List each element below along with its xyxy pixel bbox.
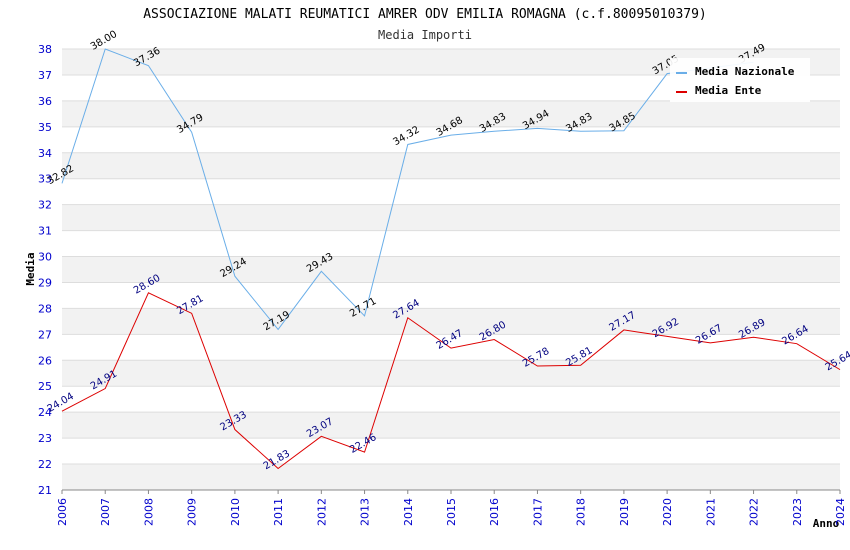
- chart-subtitle: Media Importi: [378, 28, 472, 42]
- x-axis-ticks: 2006 2007 2008 2009 2010 2011 2012 2013 2014 2015…: [56, 489, 847, 526]
- y-tick-label: 35: [38, 121, 52, 134]
- x-tick-label: 2017: [531, 498, 544, 526]
- grid-band: [62, 256, 840, 283]
- legend-label: Media Nazionale: [695, 65, 795, 78]
- grid-band: [62, 386, 840, 413]
- x-axis-title: Anno: [813, 517, 840, 530]
- series-line-media-ente: [61, 292, 841, 470]
- x-tick-label: 2021: [704, 498, 717, 526]
- x-tick-label: 2016: [488, 498, 501, 526]
- grid-band: [62, 100, 840, 127]
- y-tick-label: 28: [38, 302, 52, 315]
- y-axis-ticks: 21 22 23 24 25 26 27 28 29 30 31 32 33 34 35 36 37 38: [38, 43, 52, 497]
- grid-band: [62, 178, 840, 205]
- x-tick-label: 2019: [618, 498, 631, 526]
- chart-title: ASSOCIAZIONE MALATI REUMATICI AMRER ODV …: [143, 7, 707, 22]
- y-tick-label: 33: [38, 173, 52, 186]
- x-tick-label: 2007: [99, 498, 112, 526]
- y-tick-label: 27: [38, 328, 52, 341]
- y-tick-label: 24: [38, 406, 52, 419]
- y-tick-label: 31: [38, 225, 52, 238]
- legend: Media Nazionale Media Ente: [670, 58, 810, 102]
- y-tick-label: 23: [38, 432, 52, 445]
- grid-band: [62, 152, 840, 179]
- y-tick-label: 22: [38, 458, 52, 471]
- y-axis-title: Media: [24, 252, 37, 285]
- grid-band: [62, 412, 840, 439]
- grid-band: [62, 204, 840, 231]
- x-tick-label: 2008: [142, 498, 155, 526]
- y-tick-label: 21: [38, 484, 52, 497]
- x-tick-label: 2022: [748, 498, 761, 526]
- x-tick-label: 2018: [575, 498, 588, 526]
- x-tick-label: 2006: [56, 498, 69, 526]
- y-tick-label: 30: [38, 251, 52, 264]
- y-tick-label: 32: [38, 199, 52, 212]
- series-line-media-nazionale: [61, 48, 754, 331]
- x-tick-label: 2020: [661, 498, 674, 526]
- x-tick-label: 2011: [272, 498, 285, 526]
- y-tick-label: 25: [38, 380, 52, 393]
- legend-box: [670, 58, 810, 102]
- grid-band: [62, 126, 840, 153]
- y-tick-label: 38: [38, 43, 52, 56]
- y-tick-label: 36: [38, 95, 52, 108]
- x-tick-label: 2015: [445, 498, 458, 526]
- grid-band: [62, 282, 840, 309]
- x-tick-label: 2013: [359, 498, 372, 526]
- grid-band: [62, 230, 840, 257]
- x-tick-label: 2010: [229, 498, 242, 526]
- grid-band: [62, 360, 840, 387]
- x-tick-label: 2023: [791, 498, 804, 526]
- x-tick-label: 2009: [186, 498, 199, 526]
- y-tick-label: 26: [38, 354, 52, 367]
- grid-band: [62, 334, 840, 361]
- y-tick-label: 29: [38, 276, 52, 289]
- grid-band: [62, 438, 840, 465]
- grid-band: [62, 308, 840, 335]
- x-tick-label: 2012: [315, 498, 328, 526]
- y-tick-label: 34: [38, 147, 52, 160]
- grid-band: [62, 464, 840, 490]
- grid-bands: [62, 48, 840, 491]
- series-lines: [61, 48, 841, 470]
- legend-label: Media Ente: [695, 84, 762, 97]
- y-tick-label: 37: [38, 69, 52, 82]
- x-tick-label: 2014: [402, 498, 415, 526]
- x-tick-label: 2024: [834, 498, 847, 526]
